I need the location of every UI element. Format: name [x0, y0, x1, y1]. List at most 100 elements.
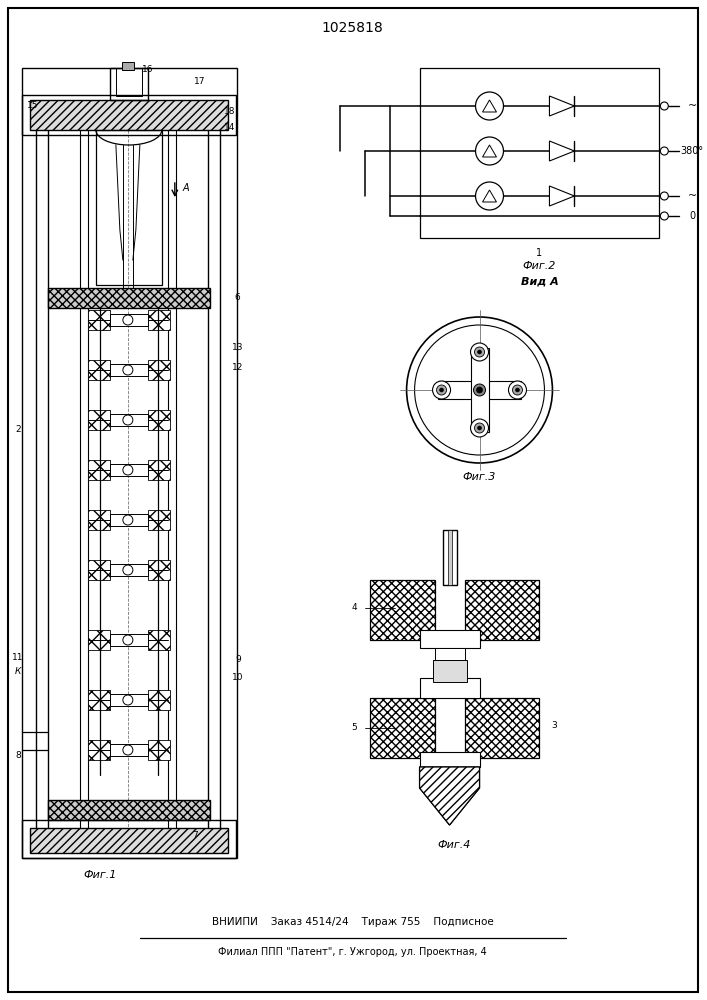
Circle shape: [477, 387, 482, 393]
Circle shape: [123, 745, 133, 755]
Text: Вид А: Вид А: [520, 277, 559, 287]
Polygon shape: [419, 767, 479, 825]
Bar: [110, 564, 148, 576]
Circle shape: [123, 365, 133, 375]
Bar: [148, 690, 170, 710]
Polygon shape: [549, 141, 574, 161]
Text: 0: 0: [689, 211, 696, 221]
Text: Фиг.3: Фиг.3: [463, 472, 496, 482]
Text: 11: 11: [12, 654, 24, 662]
Bar: [110, 634, 148, 646]
Text: А: А: [182, 183, 189, 193]
Text: 13: 13: [232, 344, 243, 353]
Circle shape: [123, 315, 133, 325]
Text: 6: 6: [234, 294, 240, 302]
Bar: [110, 464, 148, 476]
Bar: [438, 381, 522, 399]
Circle shape: [123, 415, 133, 425]
Bar: [435, 648, 464, 660]
Bar: [88, 510, 110, 530]
Bar: [419, 630, 479, 648]
Circle shape: [474, 384, 486, 396]
Circle shape: [474, 423, 484, 433]
Circle shape: [660, 192, 668, 200]
Text: 8: 8: [15, 750, 21, 760]
Circle shape: [123, 635, 133, 645]
Circle shape: [407, 317, 552, 463]
Bar: [96, 130, 162, 285]
Bar: [88, 740, 110, 760]
Circle shape: [660, 102, 668, 110]
Bar: [370, 698, 435, 758]
Bar: [110, 314, 148, 326]
Bar: [110, 68, 148, 100]
Circle shape: [660, 147, 668, 155]
Bar: [88, 310, 110, 330]
Bar: [464, 580, 539, 640]
Bar: [448, 530, 452, 585]
Bar: [110, 744, 148, 756]
Bar: [148, 410, 170, 430]
Bar: [148, 740, 170, 760]
Bar: [419, 678, 479, 698]
Bar: [22, 820, 235, 858]
Bar: [419, 752, 479, 767]
Bar: [122, 62, 134, 70]
Text: Фиг.4: Фиг.4: [438, 840, 472, 850]
Text: Фиг.1: Фиг.1: [83, 870, 117, 880]
Text: 12: 12: [232, 363, 243, 372]
Text: 18: 18: [224, 107, 235, 116]
Circle shape: [513, 385, 522, 395]
Circle shape: [476, 92, 503, 120]
Text: 17: 17: [194, 78, 206, 87]
Bar: [443, 530, 457, 585]
Bar: [110, 514, 148, 526]
Bar: [22, 68, 237, 858]
Bar: [88, 360, 110, 380]
Circle shape: [433, 381, 450, 399]
Bar: [148, 310, 170, 330]
Text: 380°: 380°: [681, 146, 704, 156]
Circle shape: [477, 426, 481, 430]
Bar: [88, 690, 110, 710]
Text: 9: 9: [235, 656, 240, 664]
Bar: [88, 410, 110, 430]
Text: Филиал ППП "Патент", г. Ужгород, ул. Проектная, 4: Филиал ППП "Патент", г. Ужгород, ул. Про…: [218, 947, 487, 957]
Bar: [30, 100, 228, 130]
Bar: [48, 800, 210, 820]
Bar: [419, 68, 660, 238]
Text: 5: 5: [352, 724, 358, 732]
Text: Фиг.2: Фиг.2: [522, 261, 556, 271]
Text: 10: 10: [232, 674, 243, 682]
Circle shape: [477, 350, 481, 354]
Text: 4: 4: [352, 603, 358, 612]
Bar: [116, 68, 142, 96]
Circle shape: [123, 515, 133, 525]
Text: 1: 1: [537, 248, 542, 258]
Bar: [110, 414, 148, 426]
Text: ~: ~: [688, 101, 697, 111]
Text: ~: ~: [688, 191, 697, 201]
Bar: [22, 95, 235, 135]
Bar: [88, 460, 110, 480]
Circle shape: [515, 388, 520, 392]
Circle shape: [474, 347, 484, 357]
Text: 2: 2: [15, 426, 21, 434]
Bar: [148, 560, 170, 580]
Bar: [148, 360, 170, 380]
Text: 16: 16: [142, 66, 153, 75]
Polygon shape: [549, 186, 574, 206]
Bar: [464, 698, 539, 758]
Circle shape: [436, 385, 447, 395]
Circle shape: [414, 325, 544, 455]
Text: 14: 14: [224, 123, 235, 132]
Circle shape: [440, 388, 443, 392]
Text: 3: 3: [551, 720, 557, 730]
Bar: [433, 660, 467, 682]
Bar: [148, 460, 170, 480]
Circle shape: [660, 212, 668, 220]
Bar: [148, 630, 170, 650]
Text: ВНИИПИ    Заказ 4514/24    Тираж 755    Подписное: ВНИИПИ Заказ 4514/24 Тираж 755 Подписное: [212, 917, 493, 927]
Text: К: К: [15, 668, 21, 676]
Bar: [88, 560, 110, 580]
